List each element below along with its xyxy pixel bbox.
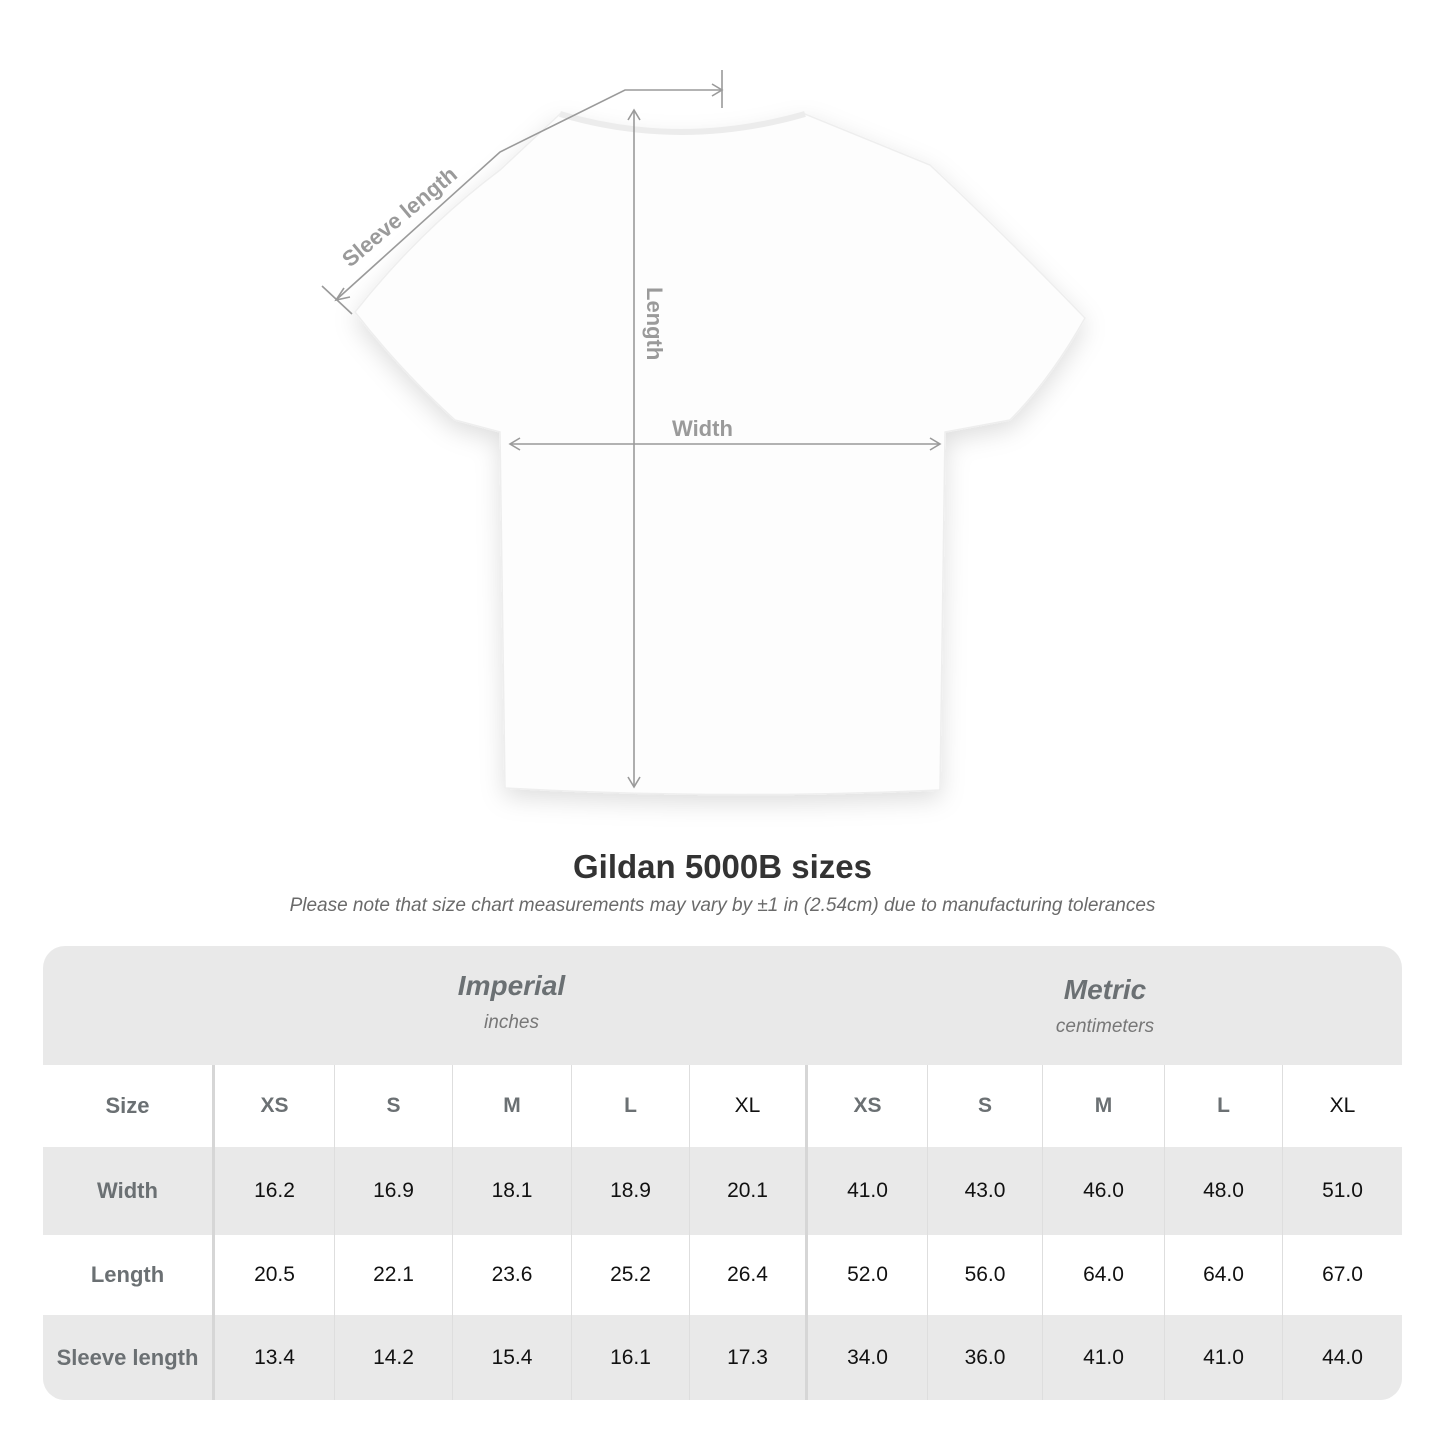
size-metric-column-header: S (928, 1065, 1043, 1147)
metric-value-cell: 52.0 (808, 1235, 928, 1315)
metric-header: Metric centimeters (808, 946, 1402, 1065)
imperial-value-cell: 14.2 (335, 1315, 453, 1400)
size-metric-column-header: L (1165, 1065, 1283, 1147)
imperial-value-cell: 20.1 (690, 1147, 808, 1235)
imperial-value-cell: 15.4 (453, 1315, 572, 1400)
size-metric-column-header: M (1043, 1065, 1165, 1147)
table-row: Width 16.2 16.9 18.1 18.9 20.1 41.0 43.0 46.0 48.… (43, 1147, 1402, 1235)
size-table: Imperial inches Metric centimeters Size X… (43, 946, 1402, 1400)
metric-value-cell: 56.0 (928, 1235, 1043, 1315)
metric-value-cell: 34.0 (808, 1315, 928, 1400)
size-imperial-column-header: XS (215, 1065, 335, 1147)
metric-value-cell: 51.0 (1322, 1179, 1363, 1202)
imperial-value-cell: 23.6 (453, 1235, 572, 1315)
metric-unit: centimeters (1055, 1016, 1155, 1037)
imperial-value-cell: 25.2 (572, 1235, 690, 1315)
metric-value-cell: 41.0 (1043, 1315, 1165, 1400)
imperial-value-cell: 18.1 (453, 1147, 572, 1235)
length-label: Length (642, 287, 667, 360)
page-title: Gildan 5000B sizes (573, 848, 872, 885)
size-imperial-column-header: L (572, 1065, 690, 1147)
metric-value-cell: 67.0 (1322, 1263, 1363, 1286)
metric-value-cell: 64.0 (1165, 1235, 1283, 1315)
row-label: Length (43, 1235, 215, 1315)
size-metric-column-header: XL (1329, 1094, 1356, 1117)
sleeve-length-line (335, 89, 722, 301)
size-header-row: Size XS S M L XL XS S M L XL (43, 1065, 1402, 1147)
metric-value-cell: 46.0 (1043, 1147, 1165, 1235)
row-label: Width (43, 1147, 215, 1235)
metric-value-cell: 64.0 (1043, 1235, 1165, 1315)
tolerance-note: Please note that size chart measurements… (289, 895, 1156, 916)
tshirt-diagram: Sleeve length Length Width (321, 70, 1086, 796)
metric-value-cell: 36.0 (928, 1315, 1043, 1400)
imperial-value-cell: 16.2 (215, 1147, 335, 1235)
imperial-value-cell: 22.1 (335, 1235, 453, 1315)
size-imperial-column-header: XL (690, 1065, 808, 1147)
metric-value-cell: 41.0 (808, 1147, 928, 1235)
table-row: Length 20.5 22.1 23.6 25.2 26.4 52.0 56.0 64.0 64… (43, 1235, 1402, 1315)
imperial-value-cell: 17.3 (690, 1315, 808, 1400)
size-imperial-column-header: S (335, 1065, 453, 1147)
imperial-value-cell: 16.1 (572, 1315, 690, 1400)
imperial-header: Imperial inches (215, 946, 808, 1065)
size-metric-column-header: XS (808, 1065, 928, 1147)
metric-heading: Metric (1063, 974, 1147, 1005)
metric-value-cell: 44.0 (1322, 1345, 1363, 1369)
tshirt-shape (354, 113, 1086, 796)
size-label: Size (43, 1065, 215, 1147)
imperial-unit: inches (484, 1012, 539, 1033)
imperial-value-cell: 13.4 (215, 1315, 335, 1400)
imperial-value-cell: 26.4 (690, 1235, 808, 1315)
metric-value-cell: 43.0 (928, 1147, 1043, 1235)
size-imperial-column-header: M (453, 1065, 572, 1147)
imperial-value-cell: 20.5 (215, 1235, 335, 1315)
imperial-heading: Imperial (457, 970, 566, 1001)
table-row: Sleeve length 13.4 14.2 15.4 16.1 17.3 34.0 36.… (43, 1315, 1402, 1400)
row-label: Sleeve length (43, 1315, 215, 1400)
imperial-value-cell: 16.9 (335, 1147, 453, 1235)
metric-value-cell: 41.0 (1165, 1315, 1283, 1400)
imperial-value-cell: 18.9 (572, 1147, 690, 1235)
width-label: Width (672, 416, 733, 441)
metric-value-cell: 48.0 (1165, 1147, 1283, 1235)
